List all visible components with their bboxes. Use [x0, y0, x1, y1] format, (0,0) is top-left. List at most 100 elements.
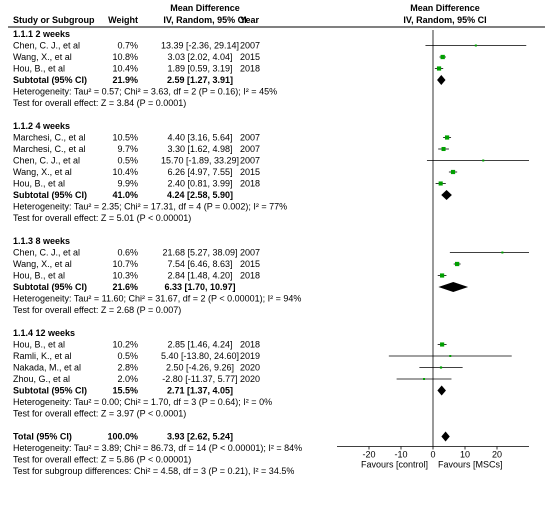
study-marker	[449, 355, 452, 357]
study-ci: 3.30 [1.62, 4.98]	[167, 144, 232, 154]
study-ci: 3.03 [2.02, 4.04]	[167, 52, 232, 62]
study-ci: 4.40 [3.16, 5.64]	[167, 133, 232, 143]
study-weight: 2.8%	[117, 363, 138, 373]
study-name: Wang, X., et al	[13, 52, 72, 62]
subtotal-label: Subtotal (95% CI)	[13, 386, 87, 396]
study-weight: 9.9%	[117, 179, 138, 189]
study-ci: 2.50 [-4.26, 9.26]	[166, 363, 234, 373]
table-rows: 1.1.1 2 weeks Chen, C. J., et al 0.7% 13.39…	[13, 29, 302, 476]
header-md-title: Mean Difference	[170, 3, 240, 13]
study-weight: 0.5%	[117, 351, 138, 361]
subtotal-weight: 21.9%	[112, 75, 138, 85]
footer-line-2: Test for overall effect: Z = 5.86 (P < 0…	[13, 455, 191, 465]
study-weight: 0.7%	[117, 41, 138, 51]
subtotal-ci: 2.71 [1.37, 4.05]	[167, 386, 233, 396]
study-marker	[440, 54, 445, 60]
study-ci: 6.26 [4.97, 7.55]	[167, 167, 232, 177]
heterogeneity-text: Heterogeneity: Tau² = 0.57; Chi² = 3.63,…	[13, 87, 277, 97]
study-ci: 2.84 [1.48, 4.20]	[167, 271, 232, 281]
study-year: 2015	[240, 167, 260, 177]
study-year: 2020	[240, 363, 260, 373]
header-year: Year	[240, 15, 260, 25]
study-ci: 7.54 [6.46, 8.63]	[167, 259, 232, 269]
study-weight: 10.4%	[112, 167, 138, 177]
study-year: 2007	[240, 144, 260, 154]
axis-tick-label: -20	[362, 450, 375, 460]
study-marker	[450, 169, 456, 175]
group-title: 1.1.4 12 weeks	[13, 328, 75, 338]
study-marker	[438, 181, 443, 186]
study-marker	[441, 146, 446, 152]
plot-marks	[388, 44, 529, 442]
subtotal-label: Subtotal (95% CI)	[13, 75, 87, 85]
subtotal-label: Subtotal (95% CI)	[13, 190, 87, 200]
axis-tick-label: 20	[492, 450, 502, 460]
study-marker	[440, 342, 445, 347]
study-year: 2018	[240, 179, 260, 189]
study-ci: 21.68 [5.27, 38.09]	[162, 248, 237, 258]
study-name: Hou, B., et al	[13, 340, 65, 350]
subtotal-diamond	[438, 282, 469, 292]
subtotal-label: Subtotal (95% CI)	[13, 282, 87, 292]
study-year: 2018	[240, 271, 260, 281]
subtotal-diamond	[437, 75, 446, 85]
study-weight: 0.6%	[117, 248, 138, 258]
study-name: Wang, X., et al	[13, 167, 72, 177]
study-name: Wang, X., et al	[13, 259, 72, 269]
study-weight: 10.8%	[112, 52, 138, 62]
study-marker	[444, 135, 450, 140]
study-name: Chen, C. J., et al	[13, 41, 80, 51]
total-diamond	[441, 431, 450, 442]
header-weight: Weight	[108, 15, 138, 25]
plot-title: Mean Difference	[410, 3, 480, 13]
overall-effect-text: Test for overall effect: Z = 3.84 (P = 0…	[13, 98, 186, 108]
study-year: 2018	[240, 340, 260, 350]
study-marker	[455, 261, 460, 267]
study-marker	[436, 66, 442, 71]
favours-control-label: Favours [control]	[361, 460, 428, 470]
study-ci: 15.70 [-1.89, 33.29]	[161, 156, 239, 166]
study-name: Marchesi, C., et al	[13, 133, 86, 143]
study-name: Ramli, K., et al	[13, 351, 72, 361]
subtotal-ci: 6.33 [1.70, 10.97]	[164, 282, 235, 292]
study-name: Hou, B., et al	[13, 271, 65, 281]
overall-effect-text: Test for overall effect: Z = 2.68 (P = 0…	[13, 305, 181, 315]
total-ci: 3.93 [2.62, 5.24]	[167, 432, 233, 442]
study-weight: 9.7%	[117, 144, 138, 154]
study-ci: 1.89 [0.59, 3.19]	[167, 64, 232, 74]
study-marker	[439, 366, 443, 369]
table-header: Mean Difference Study or Subgroup Weight…	[8, 3, 545, 28]
study-year: 2015	[240, 52, 260, 62]
study-name: Marchesi, C., et al	[13, 144, 86, 154]
total-weight: 100.0%	[107, 432, 138, 442]
study-marker	[474, 44, 477, 47]
study-weight: 10.4%	[112, 64, 138, 74]
subtotal-weight: 41.0%	[112, 190, 138, 200]
subtotal-ci: 4.24 [2.58, 5.90]	[167, 190, 233, 200]
study-weight: 10.5%	[112, 133, 138, 143]
study-year: 2015	[240, 259, 260, 269]
footer-line-1: Heterogeneity: Tau² = 3.89; Chi² = 86.73…	[13, 443, 302, 453]
total-label: Total (95% CI)	[13, 432, 72, 442]
axis-tick-label: 10	[460, 450, 470, 460]
study-name: Hou, B., et al	[13, 179, 65, 189]
group-title: 1.1.2 4 weeks	[13, 121, 70, 131]
study-weight: 0.5%	[117, 156, 138, 166]
footer-line-3: Test for subgroup differences: Chi² = 4.…	[13, 466, 294, 476]
study-ci: -2.80 [-11.37, 5.77]	[162, 374, 237, 384]
heterogeneity-text: Heterogeneity: Tau² = 0.00; Chi² = 1.70,…	[13, 397, 272, 407]
study-year: 2007	[240, 133, 260, 143]
heterogeneity-text: Heterogeneity: Tau² = 2.35; Chi² = 17.31…	[13, 202, 287, 212]
study-name: Zhou, G., et al	[13, 374, 70, 384]
study-ci: 2.40 [0.81, 3.99]	[167, 179, 232, 189]
overall-effect-text: Test for overall effect: Z = 5.01 (P < 0…	[13, 213, 191, 223]
subtotal-weight: 21.6%	[112, 282, 138, 292]
subtotal-ci: 2.59 [1.27, 3.91]	[167, 75, 233, 85]
subtotal-diamond	[437, 385, 446, 396]
study-year: 2007	[240, 156, 260, 166]
header-study: Study or Subgroup	[13, 15, 95, 25]
group-title: 1.1.1 2 weeks	[13, 29, 70, 39]
study-marker	[482, 159, 485, 162]
study-name: Hou, B., et al	[13, 64, 65, 74]
